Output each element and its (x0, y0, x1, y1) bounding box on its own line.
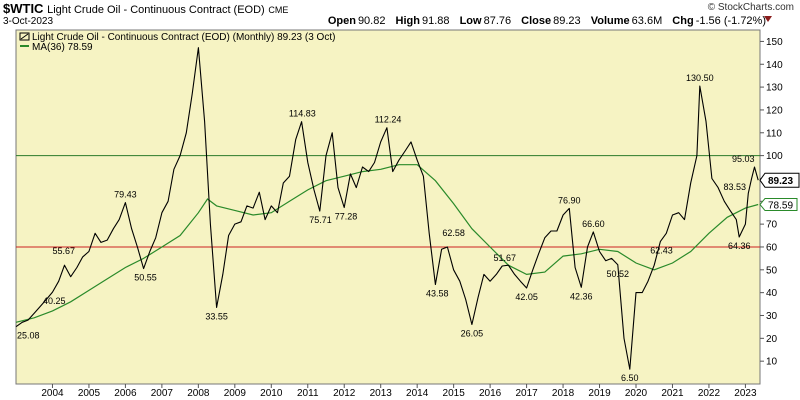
data-label: 64.36 (728, 241, 751, 251)
legend-label-price: Light Crude Oil - Continuous Contract (E… (32, 32, 335, 43)
y-tick-label: 50 (766, 265, 778, 276)
data-label: 33.55 (205, 311, 228, 321)
stat-label-low: Low (459, 15, 482, 27)
x-tick-label: 2020 (625, 388, 648, 399)
data-label: 62.58 (442, 228, 465, 238)
stat-value-low: 87.76 (483, 15, 512, 27)
stat-label-close: Close (521, 15, 552, 27)
x-tick-label: 2011 (297, 388, 319, 399)
x-tick-label: 2008 (187, 388, 210, 399)
price-stats: Open 90.82 High 91.88 Low 87.76 Close 89.23 … (321, 15, 766, 27)
plot-area (15, 29, 761, 385)
data-label: 79.43 (114, 190, 137, 200)
data-label: 114.83 (289, 109, 316, 119)
quote-date: 3-Oct-2023 (3, 16, 54, 27)
chart-header: $WTIC Light Crude Oil - Continuous Contr… (0, 0, 800, 30)
data-label: 42.05 (515, 292, 538, 302)
x-tick-label: 2009 (224, 388, 247, 399)
y-tick-label: 20 (766, 334, 778, 345)
data-label: 50.52 (606, 269, 629, 279)
stat-label-high: High (395, 15, 420, 27)
data-label: 77.28 (335, 212, 358, 222)
legend-label-ma: MA(36) 78.59 (32, 42, 93, 53)
watermark: © StockCharts.com (707, 2, 794, 13)
y-tick-label: 10 (766, 357, 778, 368)
data-label: 42.36 (570, 291, 593, 301)
x-tick-label: 2021 (661, 388, 684, 399)
y-tick-label: 130 (766, 83, 783, 94)
data-label: 66.60 (582, 219, 605, 229)
y-tick-label: 120 (766, 105, 783, 116)
dropdown-arrow-icon[interactable] (764, 16, 772, 22)
stat-value-open: 90.82 (357, 15, 386, 27)
symbol-ticker: $WTIC (3, 1, 44, 16)
data-label: 130.50 (686, 73, 714, 83)
y-tick-label: 70 (766, 220, 778, 231)
stat-value-close: 89.23 (553, 15, 581, 27)
x-tick-label: 2004 (41, 388, 64, 399)
data-label: 83.53 (724, 182, 747, 192)
x-tick-label: 2023 (734, 388, 757, 399)
symbol-name: Light Crude Oil - Continuous Contract (E… (47, 4, 265, 16)
legend-swatch-price (19, 32, 30, 41)
data-label: 40.25 (43, 296, 66, 306)
x-tick-label: 2013 (370, 388, 393, 399)
x-tick-label: 2006 (114, 388, 137, 399)
x-tick-label: 2014 (406, 388, 429, 399)
stat-value-high: 91.88 (421, 15, 450, 27)
ma-series-line (15, 164, 759, 323)
data-label: 76.90 (558, 195, 581, 205)
data-label: 50.55 (134, 273, 157, 283)
stat-label-change: Chg (672, 15, 694, 27)
x-tick-label: 2017 (515, 388, 538, 399)
x-tick-label: 2012 (333, 388, 356, 399)
data-label: 25.08 (17, 331, 40, 341)
stat-value-volume: 63.6M (631, 15, 663, 27)
x-tick-label: 2007 (151, 388, 174, 399)
x-tick-label: 2015 (443, 388, 466, 399)
data-label: 26.05 (461, 329, 484, 339)
data-label: 75.71 (309, 215, 332, 225)
x-tick-label: 2005 (78, 388, 101, 399)
stat-value-change: -1.56 (-1.72%) (695, 15, 766, 27)
data-label: 112.24 (375, 115, 402, 125)
symbol-title: $WTIC Light Crude Oil - Continuous Contr… (3, 1, 288, 16)
y-tick-label: 60 (766, 242, 778, 253)
ma-last-label: 78.59 (768, 201, 793, 212)
exchange-label: CME (268, 5, 289, 15)
y-tick-label: 100 (766, 151, 783, 162)
data-label: 51.67 (493, 253, 516, 263)
x-tick-label: 2010 (260, 388, 283, 399)
price-series-line (15, 47, 759, 370)
stat-label-open: Open (327, 15, 356, 27)
data-label: 62.43 (650, 245, 673, 255)
y-tick-label: 40 (766, 288, 778, 299)
y-tick-label: 30 (766, 311, 778, 322)
x-tick-label: 2016 (479, 388, 502, 399)
y-tick-label: 110 (766, 128, 782, 139)
data-label: 6.50 (621, 373, 639, 383)
data-label: 43.58 (426, 288, 449, 298)
data-label: 55.67 (52, 246, 75, 256)
y-tick-label: 140 (766, 60, 783, 71)
last-close-badge (759, 172, 800, 188)
ma-last-badge (759, 198, 798, 212)
y-tick-label: 150 (766, 37, 783, 48)
x-tick-label: 2022 (698, 388, 721, 399)
last-close-label: 89.23 (768, 176, 793, 187)
stat-label-volume: Volume (590, 15, 630, 27)
data-label: 95.03 (732, 154, 755, 164)
legend-swatch-price-mark (20, 33, 29, 40)
x-tick-label: 2018 (552, 388, 575, 399)
x-tick-label: 2019 (588, 388, 611, 399)
